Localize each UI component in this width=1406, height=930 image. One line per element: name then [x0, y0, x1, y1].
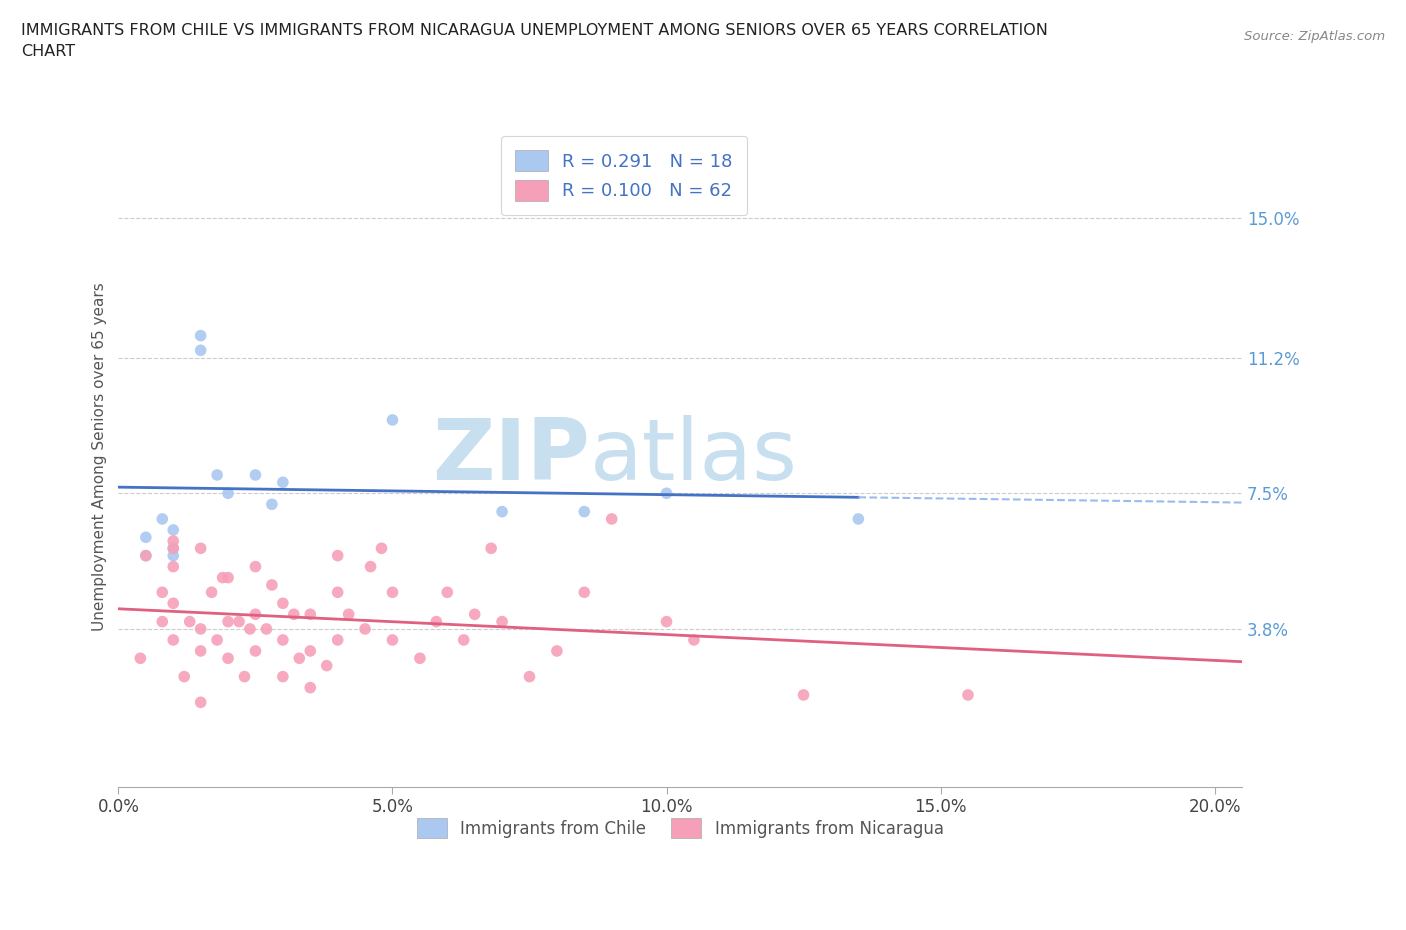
Point — [956, 687, 979, 702]
Y-axis label: Unemployment Among Seniors over 65 years: Unemployment Among Seniors over 65 years — [93, 282, 107, 631]
Text: Source: ZipAtlas.com: Source: ZipAtlas.com — [1244, 30, 1385, 43]
Point — [271, 632, 294, 647]
Point — [162, 534, 184, 549]
Point — [190, 328, 212, 343]
Point — [299, 680, 322, 695]
Point — [600, 512, 623, 526]
Point — [283, 607, 305, 622]
Point — [655, 614, 678, 629]
Point — [360, 559, 382, 574]
Point — [205, 632, 228, 647]
Legend: Immigrants from Chile, Immigrants from Nicaragua: Immigrants from Chile, Immigrants from N… — [411, 812, 950, 844]
Point — [162, 523, 184, 538]
Point — [271, 670, 294, 684]
Point — [271, 596, 294, 611]
Point — [217, 614, 239, 629]
Point — [245, 644, 267, 658]
Point — [793, 687, 815, 702]
Point — [288, 651, 311, 666]
Point — [326, 548, 349, 563]
Point — [326, 585, 349, 600]
Text: IMMIGRANTS FROM CHILE VS IMMIGRANTS FROM NICARAGUA UNEMPLOYMENT AMONG SENIORS OV: IMMIGRANTS FROM CHILE VS IMMIGRANTS FROM… — [21, 23, 1047, 60]
Point — [190, 541, 212, 556]
Point — [205, 468, 228, 483]
Point — [217, 651, 239, 666]
Point — [491, 614, 513, 629]
Point — [381, 632, 404, 647]
Point — [129, 651, 152, 666]
Point — [245, 559, 267, 574]
Point — [464, 607, 486, 622]
Point — [162, 559, 184, 574]
Point — [337, 607, 360, 622]
Point — [519, 670, 541, 684]
Point — [217, 485, 239, 500]
Point — [190, 695, 212, 710]
Point — [162, 596, 184, 611]
Point — [217, 570, 239, 585]
Point — [245, 468, 267, 483]
Point — [239, 621, 262, 636]
Point — [162, 541, 184, 556]
Point — [370, 541, 392, 556]
Text: atlas: atlas — [591, 415, 799, 498]
Point — [201, 585, 224, 600]
Point — [150, 512, 173, 526]
Point — [233, 670, 256, 684]
Point — [150, 585, 173, 600]
Point — [254, 621, 277, 636]
Point — [162, 541, 184, 556]
Point — [135, 548, 157, 563]
Point — [135, 548, 157, 563]
Point — [162, 632, 184, 647]
Point — [173, 670, 195, 684]
Point — [381, 413, 404, 428]
Point — [479, 541, 502, 556]
Point — [260, 497, 283, 512]
Point — [211, 570, 233, 585]
Point — [299, 644, 322, 658]
Point — [260, 578, 283, 592]
Point — [179, 614, 201, 629]
Point — [162, 548, 184, 563]
Point — [190, 343, 212, 358]
Point — [228, 614, 250, 629]
Point — [190, 644, 212, 658]
Point — [655, 485, 678, 500]
Point — [150, 614, 173, 629]
Point — [683, 632, 706, 647]
Point — [425, 614, 447, 629]
Point — [846, 512, 869, 526]
Point — [491, 504, 513, 519]
Point — [574, 504, 596, 519]
Point — [299, 607, 322, 622]
Text: ZIP: ZIP — [433, 415, 591, 498]
Point — [354, 621, 377, 636]
Point — [453, 632, 475, 647]
Point — [315, 658, 337, 673]
Point — [245, 607, 267, 622]
Point — [190, 621, 212, 636]
Point — [546, 644, 568, 658]
Point — [436, 585, 458, 600]
Point — [326, 632, 349, 647]
Point — [271, 475, 294, 490]
Point — [381, 585, 404, 600]
Point — [574, 585, 596, 600]
Point — [409, 651, 432, 666]
Point — [135, 530, 157, 545]
